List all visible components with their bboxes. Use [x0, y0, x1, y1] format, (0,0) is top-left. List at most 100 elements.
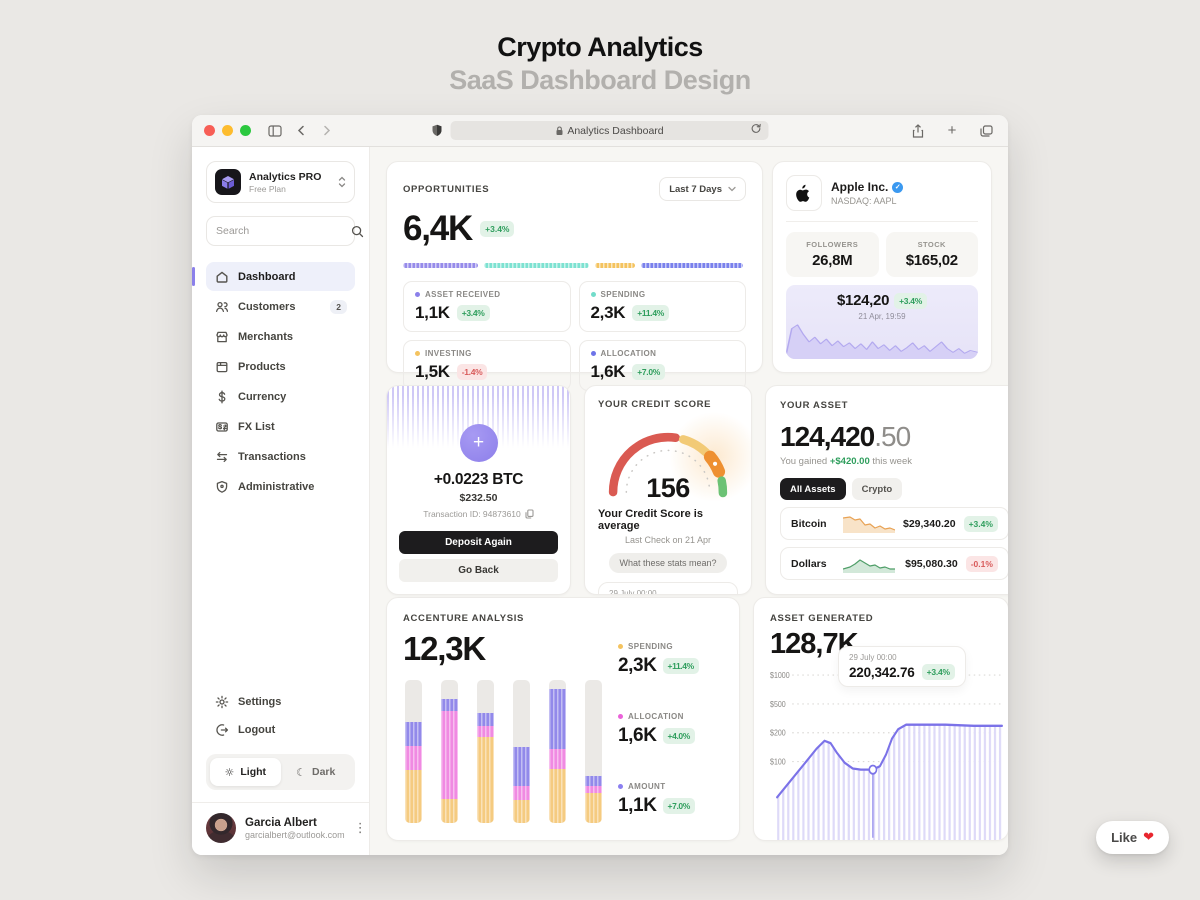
sidebar-nav: Dashboard Customers 2 Merchants Products — [192, 262, 355, 502]
stat-dot — [415, 351, 420, 356]
gain-amount: +$420.00 — [829, 456, 870, 467]
stat-delta-badge: +11.4% — [632, 305, 670, 321]
sidebar-item-customers[interactable]: Customers 2 — [206, 292, 355, 321]
legend-value: 2,3K — [618, 655, 657, 676]
theme-dark-button[interactable]: ☾ Dark — [281, 758, 352, 786]
search-icon[interactable] — [351, 225, 364, 238]
dollar-icon — [214, 390, 229, 404]
workspace-caret-icon — [338, 176, 346, 188]
minimize-window-button[interactable] — [222, 125, 233, 136]
like-label: Like — [1111, 830, 1138, 845]
sidebar-item-settings[interactable]: Settings — [206, 688, 355, 716]
asset-delta-badge: -0.1% — [965, 555, 998, 572]
your-asset-title: YOUR ASSET — [780, 400, 849, 411]
storefront-icon — [214, 330, 229, 344]
like-button[interactable]: Like ❤ — [1096, 821, 1169, 854]
stacked-bar — [441, 680, 458, 823]
plus-circle-icon[interactable]: + — [459, 424, 498, 462]
verified-badge-icon: ✓ — [892, 181, 904, 193]
close-window-button[interactable] — [204, 125, 215, 136]
sidebar-item-products[interactable]: Products — [206, 352, 355, 381]
tooltip-delta-badge: +3.4% — [921, 664, 955, 680]
share-icon[interactable] — [908, 121, 928, 141]
search-box — [206, 216, 364, 246]
sidebar-item-label: Logout — [238, 724, 276, 736]
legend-delta-badge: +4.0% — [662, 728, 695, 744]
followers-value: 26,8M — [812, 252, 853, 269]
stat-delta-badge: +7.0% — [632, 364, 666, 380]
asset-row-dollars[interactable]: Dollars $95,080.30 -0.1% — [780, 547, 1008, 580]
bar-segment-purple — [549, 688, 566, 749]
credit-score-gauge: 156 — [597, 418, 739, 503]
tab-overview-icon[interactable] — [976, 121, 996, 141]
stock-label: STOCK — [917, 240, 946, 249]
stat-label: ASSET RECEIVED — [425, 290, 501, 299]
legend-dot — [618, 784, 623, 789]
new-tab-icon[interactable]: + — [947, 122, 957, 139]
deposit-again-button[interactable]: Deposit Again — [399, 531, 558, 554]
heart-icon: ❤ — [1143, 830, 1154, 845]
legend-label: ALLOCATION — [628, 712, 684, 721]
sidebar-item-fx-list[interactable]: FX List — [206, 412, 355, 441]
stat-asset-received: ASSET RECEIVED 1,1K +3.4% — [403, 281, 571, 332]
stock-value: $165,02 — [905, 252, 958, 269]
back-icon[interactable] — [291, 121, 311, 141]
stat-dot — [590, 292, 596, 297]
date-range-dropdown[interactable]: Last 7 Days — [659, 177, 746, 201]
stats-info-pill[interactable]: What these stats mean? — [609, 553, 727, 573]
stat-allocation: ALLOCATION 1,6K +7.0% — [578, 340, 746, 391]
browser-sidebar-toggle-icon[interactable] — [265, 121, 285, 141]
sidebar-item-label: Dashboard — [238, 270, 296, 283]
asset-delta-badge: +3.4% — [963, 515, 998, 532]
legend-dot — [618, 644, 623, 649]
opportunities-segment — [595, 263, 635, 268]
profile-menu-dots-icon[interactable]: ⋮ — [353, 820, 367, 836]
tab-crypto[interactable]: Crypto — [851, 478, 903, 500]
address-bar[interactable]: Analytics Dashboard — [450, 121, 769, 140]
sidebar-item-dashboard[interactable]: Dashboard — [192, 262, 355, 291]
asset-name: Bitcoin — [791, 517, 827, 530]
sidebar-item-currency[interactable]: Currency — [206, 382, 355, 411]
chevron-down-icon — [728, 186, 736, 192]
avatar — [206, 813, 236, 843]
privacy-shield-icon[interactable] — [432, 124, 443, 137]
go-back-button[interactable]: Go Back — [399, 559, 558, 582]
shield-icon — [214, 480, 229, 494]
asset-name: Dollars — [791, 557, 827, 570]
home-icon — [214, 270, 229, 284]
apple-stock-card: Apple Inc. ✓ NASDAQ: AAPL FOLLOWERS 26,8M… — [772, 161, 992, 373]
asset-generated-title: ASSET GENERATED — [770, 613, 874, 624]
forward-icon[interactable] — [317, 121, 337, 141]
sidebar-item-transactions[interactable]: Transactions — [206, 442, 355, 471]
sidebar-item-label: Currency — [238, 390, 287, 403]
asset-total-value: 124,420 — [780, 421, 875, 452]
search-input[interactable] — [216, 225, 351, 237]
transfer-arrows-icon — [214, 450, 229, 464]
sidebar-item-label: Customers — [238, 300, 296, 313]
users-icon — [214, 300, 229, 314]
bar-segment-purple — [405, 721, 422, 746]
gear-icon — [214, 695, 229, 709]
tab-all-assets[interactable]: All Assets — [780, 478, 846, 500]
profile-section: Garcia Albert garcialbert@outlook.com ⋮ — [192, 802, 369, 845]
refresh-icon[interactable] — [751, 123, 762, 134]
workspace-selector[interactable]: Analytics PRO Free Plan — [206, 161, 355, 203]
sidebar-item-administrative[interactable]: Administrative — [206, 472, 355, 501]
stat-dot — [590, 351, 596, 356]
poster-titles: Crypto Analytics SaaS Dashboard Design — [0, 32, 1200, 96]
workspace-name: Analytics PRO — [249, 170, 322, 183]
sidebar-item-label: Products — [238, 360, 286, 373]
asset-row-bitcoin[interactable]: Bitcoin $29,340.20 +3.4% — [780, 507, 1008, 540]
sidebar-item-logout[interactable]: Logout — [206, 716, 355, 744]
opportunities-segments — [403, 263, 746, 268]
accenture-value: 12,3K — [403, 630, 486, 667]
legend-allocation: ALLOCATION 1,6K +4.0% — [618, 712, 723, 747]
zoom-window-button[interactable] — [240, 125, 251, 136]
credit-score-subcaption: Last Check on 21 Apr — [624, 535, 712, 545]
bar-segment-yellow — [441, 798, 458, 823]
stacked-bar — [405, 680, 422, 823]
theme-light-button[interactable]: ☼ Light — [210, 758, 281, 786]
opportunities-delta-badge: +3.4% — [480, 221, 515, 237]
sidebar-item-merchants[interactable]: Merchants — [206, 322, 355, 351]
copy-icon[interactable] — [525, 509, 534, 519]
